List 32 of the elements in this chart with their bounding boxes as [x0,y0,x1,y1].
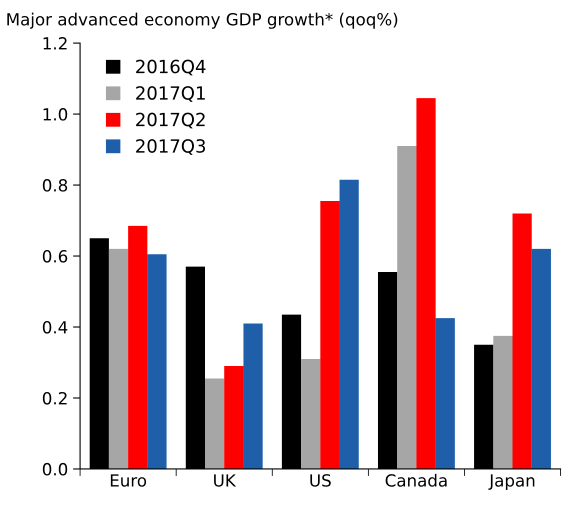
bar [147,254,167,469]
x-tick-label: US [310,474,331,487]
bar [128,226,148,469]
y-tick-label: 0.2 [42,392,67,405]
x-tick-label: Japan [488,474,534,490]
y-tick-label: 0.6 [42,250,68,263]
legend-label: 2017Q3 [136,139,206,155]
bar [436,318,455,469]
y-tick-label: 1.2 [44,37,67,50]
bar [243,323,263,469]
legend-label: 2017Q2 [136,112,205,128]
legend-label: 2016Q4 [136,60,206,76]
bar [532,248,551,469]
bar [320,201,340,469]
bar [416,98,436,469]
x-tick-label: Canada [386,474,447,487]
y-tick-label: 1.0 [44,108,68,121]
bar [493,336,513,469]
bar [512,213,532,469]
bar [397,146,416,469]
y-tick-label: 0.0 [42,462,68,476]
legend-label: 2017Q1 [136,86,205,102]
x-tick-label: Euro [110,474,146,487]
chart-title: Major advanced economy GDP growth* (qoq%) [7,12,398,29]
y-tick-label: 0.4 [42,320,68,334]
bar [205,378,224,469]
bar [340,180,359,469]
bar [108,248,128,469]
x-tick-label: UK [214,474,236,487]
y-tick-label: 0.8 [42,179,68,192]
bar [301,358,320,469]
bar [224,366,244,469]
